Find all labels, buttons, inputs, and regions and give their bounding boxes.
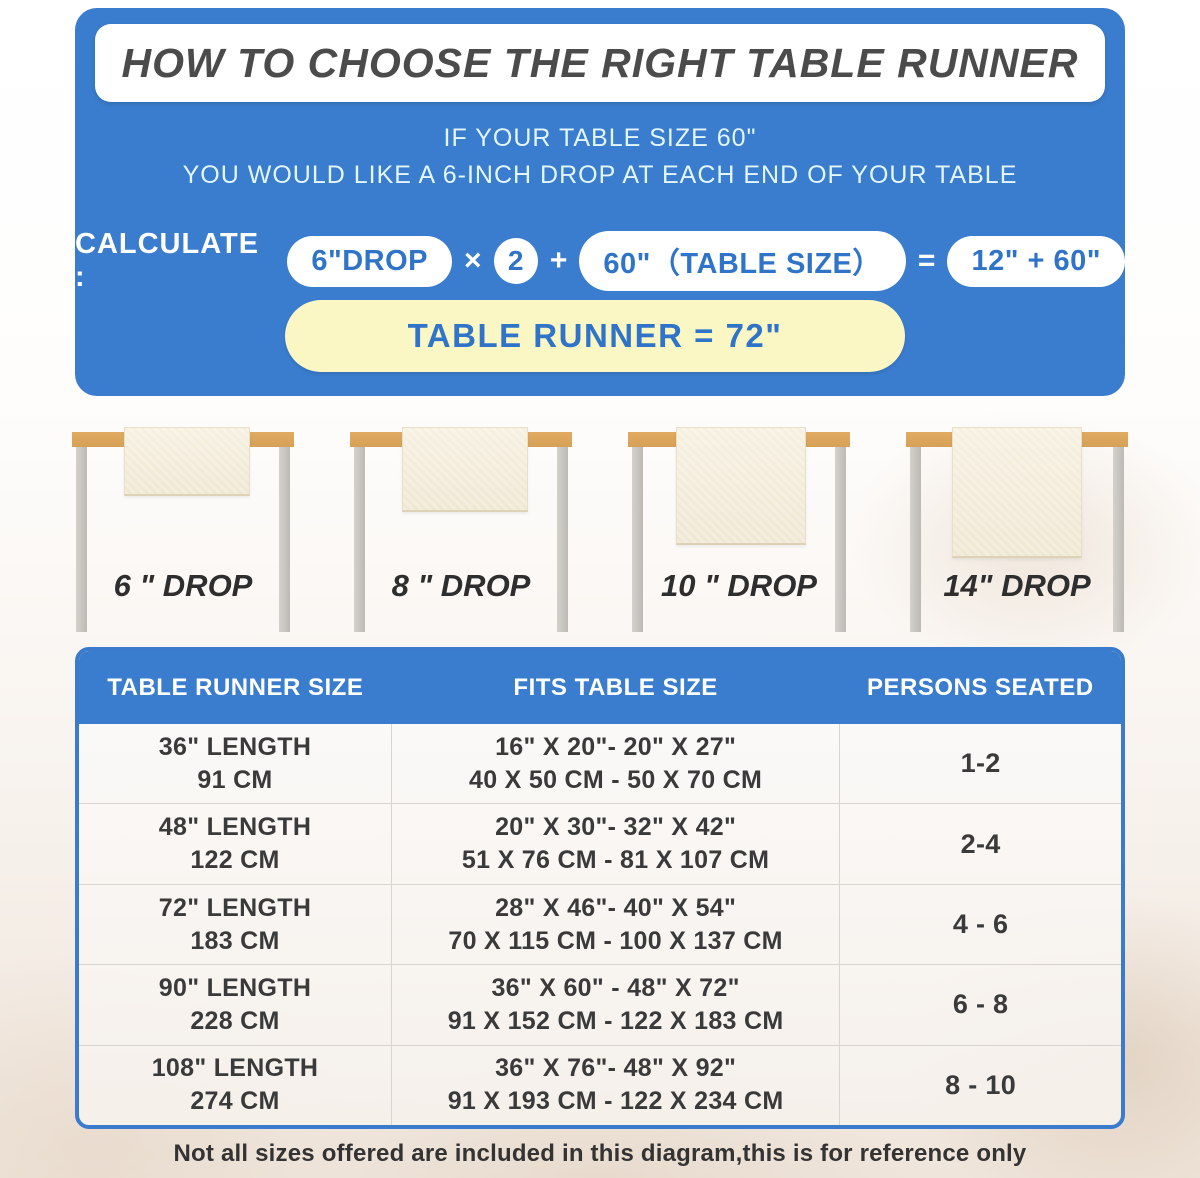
calculate-label: CALCULATE : [75, 228, 260, 293]
table-row: 72" LENGTH 183 CM 28" X 46"- 40" X 54" 7… [79, 884, 1121, 966]
sum-pill: 12" + 60" [947, 235, 1125, 287]
table-leg [835, 446, 846, 632]
table-body: 36" LENGTH 91 CM 16" X 20"- 20" X 27" 40… [79, 724, 1121, 1125]
table-header-row: TABLE RUNNER SIZE FITS TABLE SIZE PERSON… [79, 651, 1121, 724]
fits-size-inches: 20" X 30"- 32" X 42" [495, 813, 737, 842]
calculation-row: CALCULATE : 6"DROP × 2 + 60"（TABLE SIZE）… [75, 228, 1125, 293]
times-operator: × [464, 244, 482, 277]
runner-size-inches: 36" LENGTH [158, 732, 312, 761]
runner-cloth [124, 427, 250, 496]
runner-size-cm: 183 CM [190, 926, 280, 955]
runner-size-cell: 36" LENGTH 91 CM [79, 724, 392, 804]
drop-label: 14" DROP [943, 568, 1091, 603]
fits-size-cm: 91 X 193 CM - 122 X 234 CM [447, 1087, 784, 1116]
size-reference-table: TABLE RUNNER SIZE FITS TABLE SIZE PERSON… [75, 647, 1125, 1129]
multiplier-badge: 2 [493, 238, 538, 284]
fits-size-cm: 91 X 152 CM - 122 X 183 CM [447, 1006, 784, 1035]
table-row: 108" LENGTH 274 CM 36" X 76"- 48" X 92" … [79, 1045, 1121, 1125]
title-banner: HOW TO CHOOSE THE RIGHT TABLE RUNNER [95, 24, 1105, 102]
persons-cell: 8 - 10 [840, 1046, 1121, 1125]
fits-size-inches: 36" X 76"- 48" X 92" [495, 1054, 737, 1083]
runner-result-pill: TABLE RUNNER = 72" [285, 300, 905, 372]
plus-operator: + [549, 244, 568, 277]
table-row: 36" LENGTH 91 CM 16" X 20"- 20" X 27" 40… [79, 724, 1121, 805]
runner-size-cm: 122 CM [190, 846, 280, 875]
disclaimer-footnote: Not all sizes offered are included in th… [173, 1140, 1027, 1167]
drop-figure-14in: 14" DROP [906, 420, 1128, 642]
table-leg [557, 446, 568, 632]
drop-figure-6in: 6 " DROP [72, 420, 294, 642]
runner-size-cell: 90" LENGTH 228 CM [79, 965, 392, 1045]
table-row: 48" LENGTH 122 CM 20" X 30"- 32" X 42" 5… [79, 804, 1121, 885]
runner-size-cm: 228 CM [190, 1006, 280, 1035]
runner-size-inches: 108" LENGTH [151, 1054, 319, 1083]
runner-cloth [952, 427, 1082, 558]
runner-size-cell: 72" LENGTH 183 CM [79, 884, 392, 965]
drop-figure-8in: 8 " DROP [350, 420, 572, 642]
fits-size-inches: 28" X 46"- 40" X 54" [495, 893, 737, 922]
drop-figure-10in: 10 " DROP [628, 420, 850, 642]
runner-size-inches: 90" LENGTH [158, 973, 312, 1002]
persons-cell: 6 - 8 [840, 965, 1121, 1044]
table-leg [910, 446, 921, 632]
fits-size-cell: 20" X 30"- 32" X 42" 51 X 76 CM - 81 X 1… [392, 804, 841, 884]
runner-result-text: TABLE RUNNER = 72" [407, 317, 783, 354]
table-leg [632, 446, 643, 632]
column-header-persons: PERSONS SEATED [867, 673, 1094, 701]
runner-size-inches: 48" LENGTH [158, 813, 312, 842]
table-leg [76, 446, 87, 632]
fits-size-inches: 16" X 20"- 20" X 27" [495, 732, 737, 761]
fits-size-cell: 28" X 46"- 40" X 54" 70 X 115 CM - 100 X… [392, 884, 841, 965]
runner-size-inches: 72" LENGTH [158, 893, 312, 922]
column-header-fits-table: FITS TABLE SIZE [513, 673, 718, 701]
fits-size-cm: 40 X 50 CM - 50 X 70 CM [469, 765, 763, 794]
column-header-runner-size: TABLE RUNNER SIZE [107, 673, 364, 701]
drop-label: 6 " DROP [113, 568, 253, 603]
table-leg [279, 446, 290, 632]
fits-size-inches: 36" X 60" - 48" X 72" [491, 973, 740, 1002]
table-leg [354, 446, 365, 632]
drop-illustrations: 6 " DROP 8 " DROP 10 " DROP 14" DROP [72, 420, 1128, 642]
runner-cloth [402, 427, 528, 512]
persons-value: 1-2 [960, 748, 1001, 779]
instruction-panel: HOW TO CHOOSE THE RIGHT TABLE RUNNER IF … [75, 8, 1125, 396]
runner-cloth [676, 427, 806, 545]
persons-value: 8 - 10 [945, 1069, 1017, 1100]
equals-operator: = [917, 244, 936, 277]
subtitle-line-2: YOU WOULD LIKE A 6-INCH DROP AT EACH END… [182, 161, 1018, 189]
page-title: HOW TO CHOOSE THE RIGHT TABLE RUNNER [121, 39, 1079, 86]
runner-size-cm: 274 CM [190, 1087, 280, 1116]
drop-label: 10 " DROP [661, 568, 817, 603]
runner-size-cell: 108" LENGTH 274 CM [79, 1045, 392, 1125]
drop-value-pill: 6"DROP [287, 235, 452, 287]
runner-size-cell: 48" LENGTH 122 CM [79, 804, 392, 884]
persons-cell: 1-2 [840, 724, 1121, 803]
fits-size-cm: 70 X 115 CM - 100 X 137 CM [448, 926, 783, 955]
fits-size-cell: 36" X 60" - 48" X 72" 91 X 152 CM - 122 … [392, 965, 841, 1045]
fits-size-cell: 16" X 20"- 20" X 27" 40 X 50 CM - 50 X 7… [392, 724, 841, 804]
persons-value: 2-4 [960, 828, 1001, 859]
subtitle: IF YOUR TABLE SIZE 60" YOU WOULD LIKE A … [75, 120, 1125, 194]
runner-size-cm: 91 CM [197, 765, 273, 794]
fits-size-cell: 36" X 76"- 48" X 92" 91 X 193 CM - 122 X… [392, 1045, 841, 1125]
fits-size-cm: 51 X 76 CM - 81 X 107 CM [461, 846, 770, 875]
drop-label: 8 " DROP [391, 568, 531, 603]
persons-value: 6 - 8 [952, 989, 1009, 1020]
table-row: 90" LENGTH 228 CM 36" X 60" - 48" X 72" … [79, 965, 1121, 1046]
table-size-pill: 60"（TABLE SIZE） [579, 231, 906, 291]
table-leg [1113, 446, 1124, 632]
persons-cell: 4 - 6 [840, 885, 1121, 964]
persons-cell: 2-4 [840, 804, 1121, 883]
subtitle-line-1: IF YOUR TABLE SIZE 60" [443, 124, 757, 152]
persons-value: 4 - 6 [952, 909, 1009, 940]
